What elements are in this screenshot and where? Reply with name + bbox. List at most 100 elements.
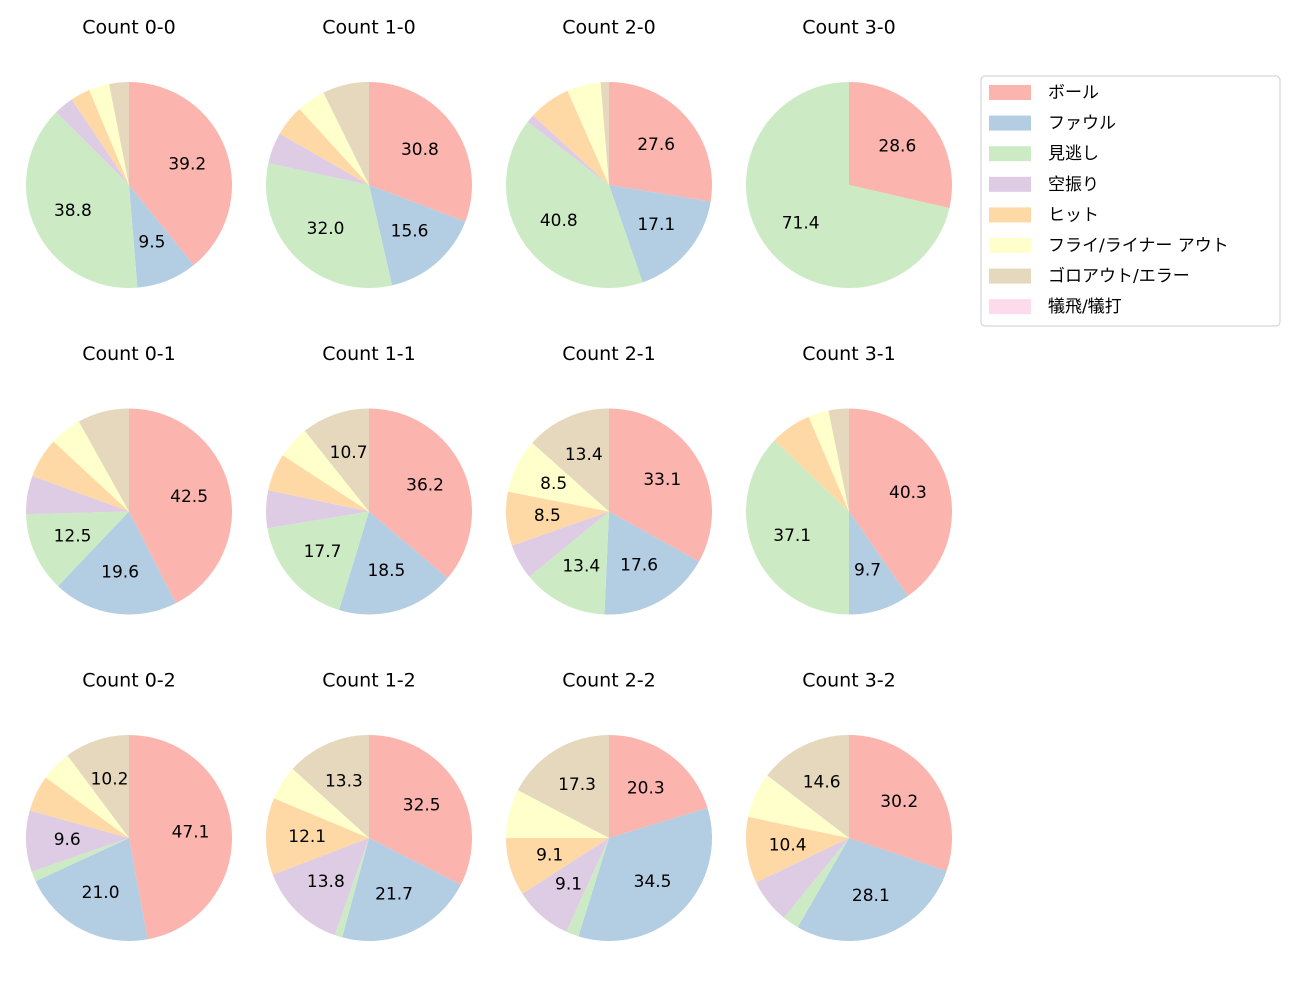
pie-slice	[748, 775, 849, 838]
pie-slice	[746, 816, 849, 883]
chart-title: Count 0-0	[82, 17, 176, 39]
pie-slice	[67, 735, 129, 838]
pie-slice	[745, 440, 849, 615]
value-label: 30.2	[880, 792, 918, 812]
value-label: 32.0	[307, 219, 345, 239]
pie-slice	[797, 838, 947, 941]
chart-title: Count 0-1	[82, 343, 176, 365]
value-label: 32.5	[403, 796, 441, 816]
pie-slice	[529, 511, 609, 615]
value-label: 40.8	[540, 211, 578, 231]
value-label: 17.7	[304, 542, 342, 562]
legend-label: ボール	[1048, 83, 1099, 103]
value-label: 17.1	[637, 215, 675, 235]
chart-title: Count 0-2	[82, 670, 176, 692]
pie-slice	[507, 442, 609, 512]
value-label: 39.2	[168, 154, 206, 174]
value-label: 30.8	[401, 140, 439, 160]
pie-slice	[767, 735, 849, 838]
chart-title: Count 1-0	[322, 17, 416, 39]
pie-slice	[506, 838, 609, 894]
pie-slice	[756, 838, 849, 918]
value-label: 19.6	[101, 563, 139, 583]
pie-slice	[29, 777, 129, 838]
chart-title: Count 2-0	[562, 17, 656, 39]
pie-slice	[273, 768, 369, 838]
pie-slice	[505, 121, 643, 288]
pie-slice	[267, 511, 369, 611]
pie-slice	[369, 82, 472, 222]
pie-slice	[266, 490, 369, 529]
pie-slice	[129, 185, 194, 288]
pie-slice	[323, 82, 369, 185]
legend-label: 空振り	[1048, 175, 1099, 195]
value-label: 9.1	[536, 845, 563, 865]
legend-swatch	[989, 85, 1031, 100]
legend-swatch	[989, 146, 1031, 162]
pie-slice	[517, 735, 609, 838]
pie-slice	[26, 476, 129, 515]
chart-title: Count 3-0	[802, 17, 896, 39]
pie-slice	[56, 99, 130, 185]
value-label: 20.3	[627, 778, 665, 798]
pie-slice	[71, 89, 129, 185]
pie-slice	[532, 408, 609, 512]
value-label: 17.6	[620, 555, 658, 575]
chart-title: Count 2-1	[562, 343, 656, 365]
pie-slice	[342, 838, 461, 942]
pie-slice	[129, 735, 232, 940]
legend-swatch	[989, 268, 1031, 284]
chart-title: Count 3-2	[802, 670, 896, 692]
pie-slice	[609, 185, 711, 283]
pie-slice	[129, 82, 232, 266]
value-label: 12.1	[288, 827, 326, 847]
pie-slice	[527, 115, 609, 185]
pie-slice	[369, 185, 466, 286]
legend-swatch	[989, 207, 1031, 223]
value-label: 10.7	[330, 443, 368, 463]
value-label: 12.5	[54, 527, 92, 547]
value-label: 71.4	[782, 213, 820, 233]
pie-slice	[783, 838, 849, 928]
legend-box	[980, 75, 1281, 327]
value-label: 8.5	[540, 474, 567, 494]
pie-slice	[304, 408, 369, 512]
pie-slice	[609, 735, 708, 838]
pie-slice	[58, 511, 176, 615]
value-label: 13.4	[565, 445, 603, 465]
chart-title: Count 1-1	[322, 343, 416, 365]
legend-label: ヒット	[1048, 205, 1099, 225]
pie-slice	[746, 82, 950, 288]
pie-slice	[109, 82, 129, 185]
value-label: 47.1	[172, 822, 210, 842]
value-label: 42.5	[170, 487, 208, 507]
pie-slice	[282, 430, 369, 512]
pie-slice	[849, 408, 952, 596]
value-label: 17.3	[558, 775, 596, 795]
pie-slice	[272, 838, 369, 936]
pie-slice	[567, 82, 609, 185]
chart-title: Count 3-1	[802, 343, 896, 365]
pie-slice	[26, 810, 129, 872]
pie-slice	[604, 511, 699, 615]
pie-slice	[578, 808, 712, 942]
pie-slice	[53, 421, 129, 512]
legend-swatch	[989, 238, 1031, 253]
pie-slice	[609, 408, 713, 562]
pie-slice	[45, 755, 129, 838]
pie-slice	[268, 455, 369, 512]
legend-swatch	[989, 176, 1031, 192]
value-label: 15.6	[391, 222, 429, 242]
value-label: 10.2	[91, 769, 129, 789]
value-label: 21.7	[375, 884, 413, 904]
value-label: 36.2	[406, 476, 444, 496]
value-label: 10.4	[769, 835, 807, 855]
pie-slice	[849, 511, 908, 615]
value-label: 28.1	[852, 886, 890, 906]
pie-slice	[609, 82, 712, 202]
pie-slice	[828, 408, 849, 512]
pie-slice	[266, 163, 393, 289]
pie-slice	[35, 838, 148, 941]
pie-slice	[279, 109, 369, 185]
